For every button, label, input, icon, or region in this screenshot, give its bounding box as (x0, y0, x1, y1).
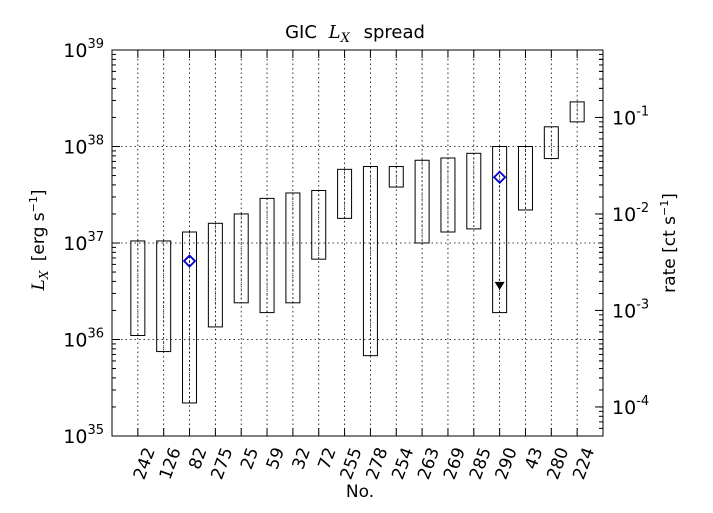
y2-tick-exponent: -4 (636, 394, 649, 409)
ylabel-close: ] (29, 190, 49, 197)
bar-43 (517, 146, 533, 211)
x-tick-label-82: 82 (185, 445, 211, 472)
y2-tick-base: 10 (612, 397, 636, 419)
x-tick-label-269: 269 (440, 445, 470, 482)
y-tick-base: 10 (63, 426, 87, 448)
x-tick-label-72: 72 (315, 445, 341, 472)
y-tick-label-37: 1037 (63, 230, 104, 255)
x-tick-label-242: 242 (130, 445, 160, 482)
y2-tick-label--2: 10-2 (612, 201, 649, 226)
title-prefix: GIC (285, 22, 317, 43)
y-tick-base: 10 (63, 330, 87, 352)
y-tick-label-36: 1036 (63, 327, 104, 352)
diamond-marker-290 (492, 170, 507, 185)
x-tick-label-43: 43 (521, 445, 547, 472)
x-tick-label-224: 224 (569, 445, 599, 482)
y2-tick-exponent: -3 (636, 297, 649, 312)
x-axis-label: No. (346, 482, 374, 502)
x-tick-label-263: 263 (414, 445, 444, 482)
y2-tick-label--4: 10-4 (612, 394, 649, 419)
chart-title: GIC LX spread (285, 22, 425, 47)
y-tick-exponent: 36 (87, 327, 104, 342)
y2-tick-exponent: -1 (636, 104, 649, 119)
y-tick-exponent: 39 (87, 37, 104, 52)
y2-tick-base: 10 (612, 204, 636, 226)
y2-tick-exponent: -2 (636, 201, 649, 216)
x-tick-label-275: 275 (207, 445, 237, 482)
x-tick-label-280: 280 (543, 445, 573, 482)
plot-frame (111, 49, 604, 437)
title-sub: X (340, 31, 351, 46)
diamond-marker-82 (182, 254, 197, 268)
x-tick-label-254: 254 (388, 445, 418, 482)
x-tick-label-59: 59 (263, 445, 289, 472)
ylabel-exp: −1 (27, 196, 40, 212)
y-tick-exponent: 37 (87, 230, 104, 245)
ylabel-units: [erg s (29, 212, 49, 261)
y2-axis-label: rate [ct s−1] (658, 193, 680, 293)
x-tick-label-25: 25 (237, 445, 263, 472)
y2-tick-label--3: 10-3 (612, 297, 649, 322)
y2-tick-label--1: 10-1 (612, 104, 649, 129)
title-var: L (328, 22, 341, 43)
upper-limit-marker-290 (494, 281, 505, 290)
y2-tick-base: 10 (612, 300, 636, 322)
x-tick-label-290: 290 (492, 445, 522, 482)
y-tick-exponent: 38 (87, 134, 104, 149)
ylabel-sub: X (37, 270, 51, 280)
y2-axis-ticks: 10-410-310-210-1 (595, 58, 649, 437)
y2label-close: ] (660, 193, 680, 200)
x-tick-label-255: 255 (337, 445, 367, 482)
y-tick-base: 10 (63, 137, 87, 159)
markers (182, 170, 507, 290)
y2-tick-base: 10 (612, 107, 636, 129)
y-axis-label: LX [erg s−1] (27, 190, 53, 292)
y-tick-label-38: 1038 (63, 134, 104, 159)
x-tick-label-126: 126 (156, 445, 186, 482)
y2label-exp: −1 (658, 200, 671, 216)
y-tick-label-35: 1035 (63, 423, 104, 448)
x-tick-label-32: 32 (289, 445, 315, 472)
y-tick-label-39: 1039 (63, 37, 104, 62)
y2label-units: rate [ct s (660, 216, 680, 293)
y-tick-exponent: 35 (87, 423, 104, 438)
x-tick-label-278: 278 (363, 445, 393, 482)
ylabel-var: L (29, 279, 49, 291)
grid-lines (112, 50, 603, 436)
range-bars (130, 101, 585, 404)
y-tick-base: 10 (63, 233, 87, 255)
y-tick-base: 10 (63, 40, 87, 62)
x-tick-label-285: 285 (466, 445, 496, 482)
title-suffix: spread (364, 22, 425, 43)
